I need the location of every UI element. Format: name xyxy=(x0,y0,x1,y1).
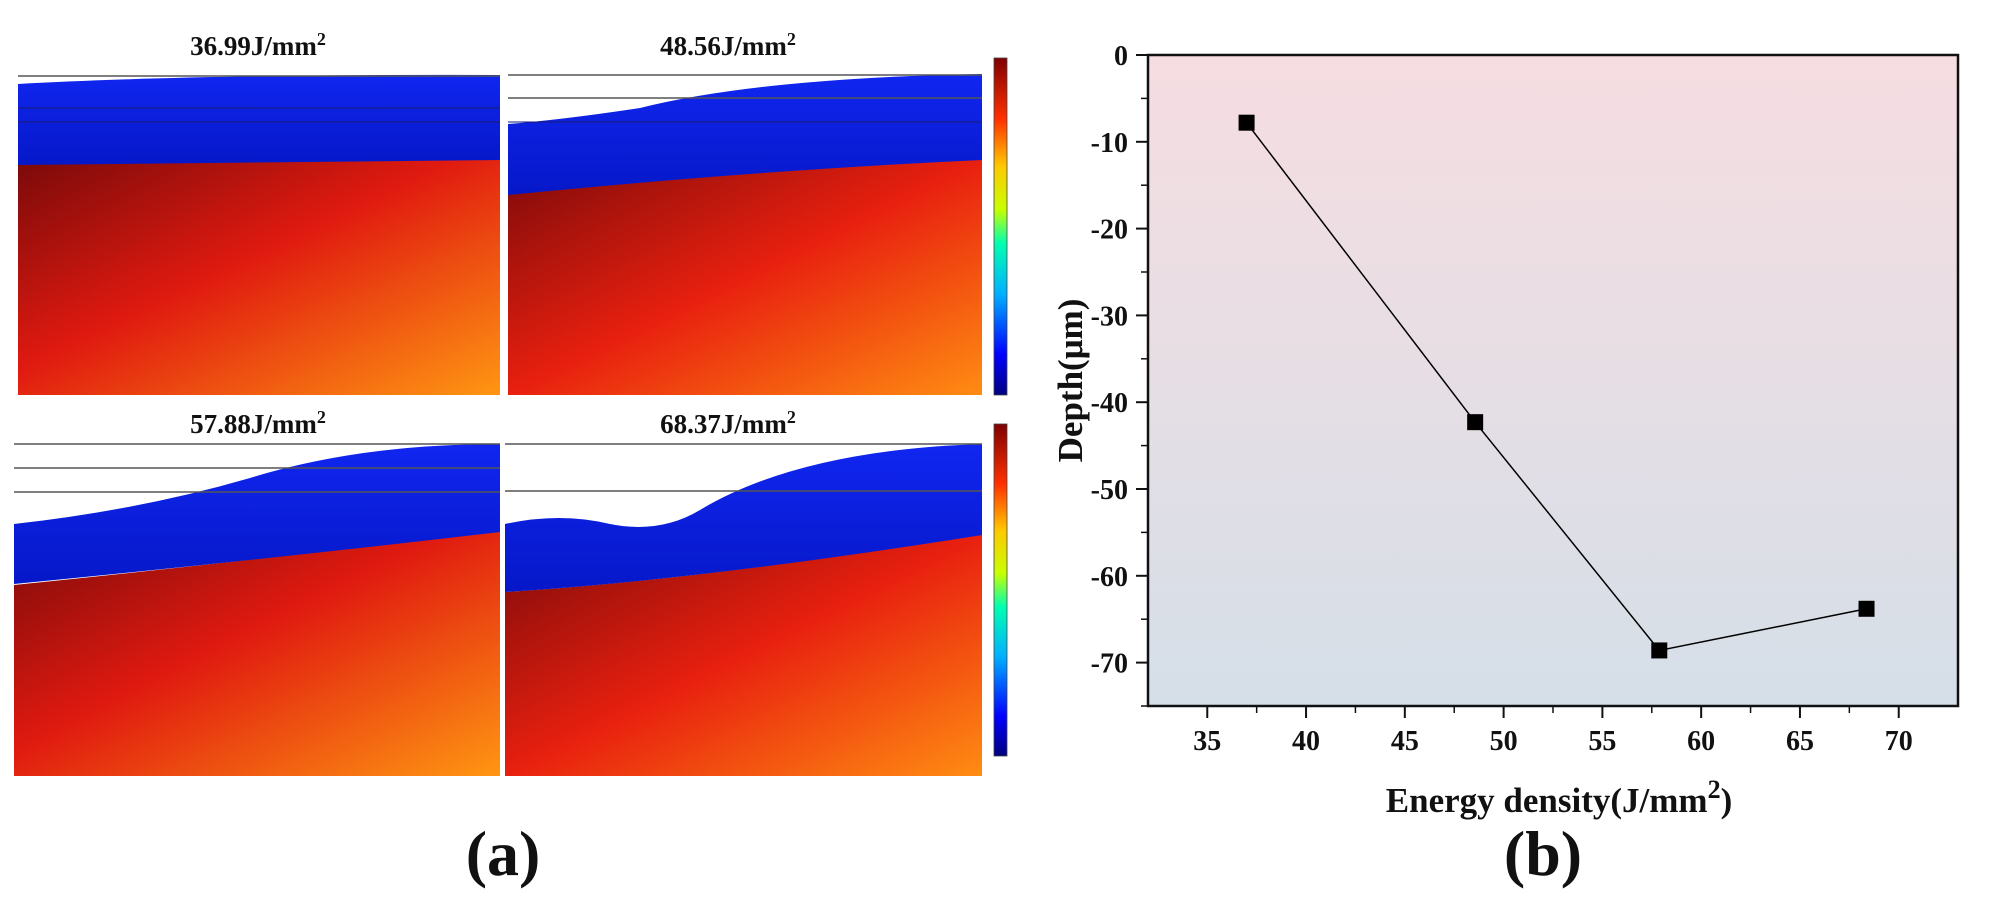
x-tick-label: 70 xyxy=(1885,726,1913,757)
colorbar-top xyxy=(993,57,1008,396)
x-tick-label: 55 xyxy=(1588,726,1616,757)
x-tick-label: 40 xyxy=(1292,726,1320,757)
data-point xyxy=(1651,642,1668,659)
y-tick-label: -40 xyxy=(1091,388,1128,419)
simulation-2: 48.56J/mm2 xyxy=(508,29,982,395)
x-axis-title: Energy density(J/mm2) xyxy=(1386,775,1732,820)
sim-molten-pool-1 xyxy=(18,160,500,395)
sim-molten-pool-2 xyxy=(508,160,982,395)
sim-title-1: 36.99J/mm2 xyxy=(190,29,326,61)
data-point xyxy=(1238,114,1255,131)
panel-label-a: (a) xyxy=(466,818,541,889)
x-tick-label: 60 xyxy=(1687,726,1715,757)
x-tick-label: 50 xyxy=(1490,726,1518,757)
simulation-1: 36.99J/mm2 xyxy=(18,29,500,395)
y-tick-label: -20 xyxy=(1091,215,1128,246)
simulation-4: 68.37J/mm2 xyxy=(505,407,982,776)
x-tick-label: 45 xyxy=(1391,726,1419,757)
panel-b: 35 40 45 50 55 60 65 70 0 -10 -20 -30 -40 -50 -60 -70 En… xyxy=(1051,41,1960,889)
sim-powder-layer-4 xyxy=(505,444,982,592)
y-axis-title: Depth(μm) xyxy=(1051,299,1090,463)
y-tick-label: -60 xyxy=(1091,562,1128,593)
sim-title-3: 57.88J/mm2 xyxy=(190,407,326,439)
simulation-3: 57.88J/mm2 xyxy=(14,407,500,776)
series-line xyxy=(1245,122,1867,652)
sim-powder-layer-1 xyxy=(18,74,500,165)
y-tick-label: -70 xyxy=(1091,649,1128,680)
sim-powder-layer-3 xyxy=(14,444,500,584)
y-tick-label: 0 xyxy=(1114,41,1128,72)
data-point xyxy=(1858,600,1875,617)
data-point xyxy=(1467,414,1484,431)
sim-powder-layer-2 xyxy=(508,74,982,195)
y-tick-label: -30 xyxy=(1091,301,1128,332)
x-tick-label: 35 xyxy=(1193,726,1221,757)
colorbar-bottom xyxy=(993,423,1008,757)
sim-title-4: 68.37J/mm2 xyxy=(660,407,796,439)
x-tick-label: 65 xyxy=(1786,726,1814,757)
plot-background xyxy=(1148,55,1958,706)
sim-title-2: 48.56J/mm2 xyxy=(660,29,796,61)
sim-molten-pool-3 xyxy=(14,530,500,776)
panel-a: 36.99J/mm2 48.56J/mm2 57.88J/mm2 xyxy=(14,29,1008,889)
y-tick-label: -10 xyxy=(1091,128,1128,159)
sim-molten-pool-4 xyxy=(505,534,982,776)
y-tick-label: -50 xyxy=(1091,475,1128,506)
panel-label-b: (b) xyxy=(1504,818,1582,889)
depth-chart: 35 40 45 50 55 60 65 70 0 -10 -20 -30 -40 -50 -60 -70 En… xyxy=(1051,41,1960,820)
